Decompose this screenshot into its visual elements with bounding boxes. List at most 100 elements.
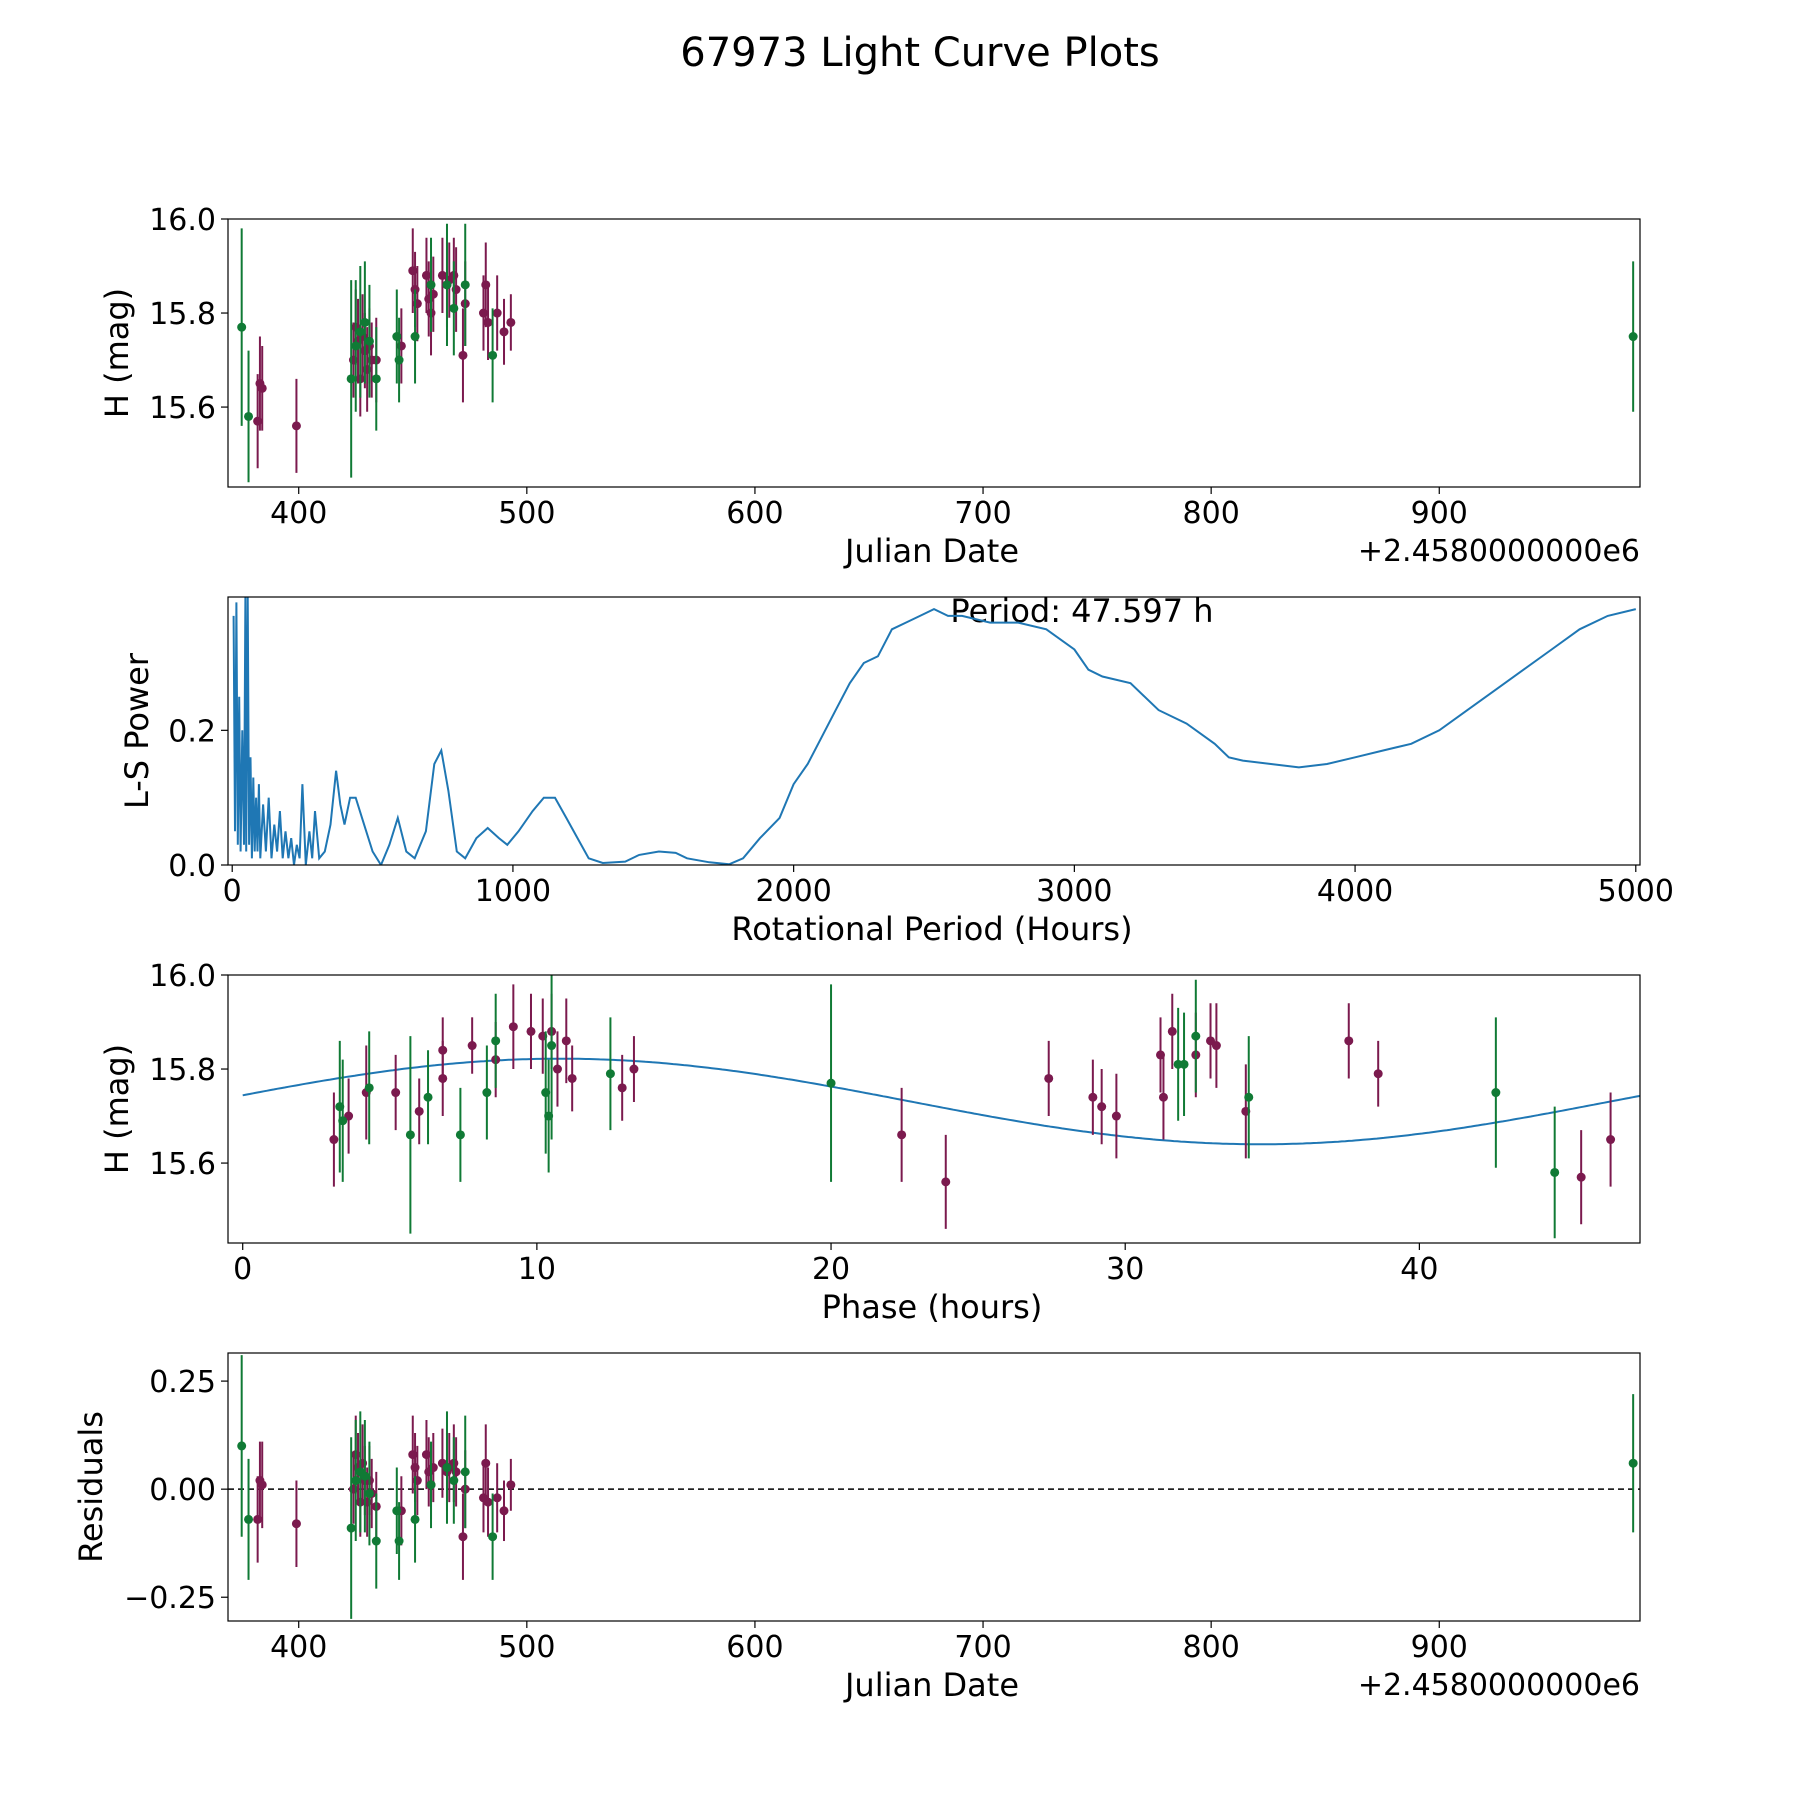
residuals-point bbox=[351, 1476, 361, 1486]
lightcurve-point bbox=[506, 317, 516, 327]
phased-plot-area bbox=[242, 975, 1640, 1239]
residuals-point bbox=[426, 1480, 436, 1490]
lightcurve-point bbox=[364, 336, 374, 346]
lightcurve-point bbox=[426, 280, 436, 290]
phased-point bbox=[438, 1045, 448, 1055]
lightcurve-xtick-label: 500 bbox=[498, 496, 555, 531]
lightcurve-point bbox=[371, 374, 381, 384]
phased-point bbox=[1606, 1135, 1616, 1145]
periodogram-panel: Rotational Period (Hours) L-S Power Peri… bbox=[118, 592, 1674, 948]
phased-ytick-label: 16.0 bbox=[149, 959, 216, 994]
residuals-xlabel: Julian Date bbox=[843, 1666, 1019, 1704]
phased-point bbox=[482, 1088, 492, 1098]
phased-model-curve bbox=[242, 1057, 1640, 1146]
lightcurve-point bbox=[237, 322, 247, 332]
phased-point bbox=[1158, 1092, 1168, 1102]
periodogram-xlabel: Rotational Period (Hours) bbox=[731, 910, 1132, 948]
phased-frame bbox=[227, 974, 1641, 1244]
residuals-point bbox=[291, 1519, 301, 1529]
residuals-point bbox=[346, 1523, 356, 1533]
residuals-xtick-label: 900 bbox=[1411, 1630, 1468, 1665]
periodogram-xtick-label: 1000 bbox=[475, 874, 551, 909]
lightcurve-point bbox=[442, 280, 452, 290]
periodogram-xtick-label: 3000 bbox=[1036, 874, 1112, 909]
phased-point bbox=[1576, 1172, 1586, 1182]
phased-point bbox=[414, 1106, 424, 1116]
phased-ylabel: H (mag) bbox=[98, 1044, 136, 1174]
residuals-point bbox=[483, 1497, 493, 1507]
residuals-point bbox=[458, 1532, 468, 1542]
figure-title: 67973 Light Curve Plots bbox=[680, 30, 1159, 76]
lightcurve-point bbox=[492, 308, 502, 318]
residuals-xtick-label: 700 bbox=[954, 1630, 1011, 1665]
lightcurve-point bbox=[346, 374, 356, 384]
phased-point bbox=[1179, 1059, 1189, 1069]
phased-xtick-label: 30 bbox=[1106, 1252, 1144, 1287]
phased-ytick-label: 15.8 bbox=[149, 1053, 216, 1088]
residuals-ytick-label: −0.25 bbox=[124, 1581, 216, 1616]
phased-point bbox=[552, 1064, 562, 1074]
residuals-point bbox=[488, 1532, 498, 1542]
lightcurve-xtick-label: 400 bbox=[270, 496, 327, 531]
lightcurve-panel: Julian Date H (mag) +2.4580000000e6 400 5… bbox=[98, 203, 1641, 570]
residuals-point bbox=[449, 1476, 459, 1486]
phased-point bbox=[941, 1177, 951, 1187]
phased-point bbox=[423, 1092, 433, 1102]
residuals-point bbox=[410, 1514, 420, 1524]
lightcurve-plot-area bbox=[237, 223, 1638, 483]
phased-point bbox=[364, 1083, 374, 1093]
lightcurve-offset-text: +2.4580000000e6 bbox=[1358, 534, 1640, 569]
periodogram-xtick-label: 0 bbox=[223, 874, 242, 909]
phased-point bbox=[526, 1026, 536, 1036]
phased-ytick-label: 15.6 bbox=[149, 1147, 216, 1182]
phased-xtick-label: 20 bbox=[812, 1252, 850, 1287]
residuals-xtick-label: 500 bbox=[498, 1630, 555, 1665]
phased-xtick-label: 0 bbox=[233, 1252, 252, 1287]
periodogram-frame bbox=[227, 596, 1641, 866]
lightcurve-point bbox=[1628, 332, 1638, 342]
lightcurve-point bbox=[488, 350, 498, 360]
residuals-xtick-label: 400 bbox=[270, 1630, 327, 1665]
lightcurve-point bbox=[458, 350, 468, 360]
lightcurve-point bbox=[244, 411, 254, 421]
residuals-point bbox=[364, 1488, 374, 1498]
periodogram-ytick-label: 0.2 bbox=[168, 714, 216, 749]
residuals-point bbox=[1628, 1458, 1638, 1468]
lightcurve-point bbox=[291, 421, 301, 431]
lightcurve-frame bbox=[227, 218, 1641, 488]
phased-point bbox=[826, 1078, 836, 1088]
residuals-panel: Julian Date Residuals +2.4580000000e6 40… bbox=[72, 1352, 1641, 1704]
lightcurve-xtick-label: 600 bbox=[726, 496, 783, 531]
residuals-xtick-label: 800 bbox=[1183, 1630, 1240, 1665]
phased-point bbox=[1373, 1069, 1383, 1079]
periodogram-annotation: Period: 47.597 h bbox=[950, 592, 1213, 630]
phased-point bbox=[1097, 1102, 1107, 1112]
residuals-point bbox=[257, 1480, 267, 1490]
lightcurve-ylabel: H (mag) bbox=[98, 288, 136, 418]
residuals-offset-text: +2.4580000000e6 bbox=[1358, 1668, 1640, 1703]
periodogram-plot-area bbox=[232, 597, 1637, 865]
lightcurve-point bbox=[449, 303, 459, 313]
lightcurve-xtick-label: 900 bbox=[1411, 496, 1468, 531]
lightcurve-point bbox=[257, 383, 267, 393]
lightcurve-ytick-label: 16.0 bbox=[149, 203, 216, 238]
phased-point bbox=[897, 1130, 907, 1140]
phased-point bbox=[1211, 1041, 1221, 1051]
lightcurve-ytick-label: 15.8 bbox=[149, 297, 216, 332]
phased-point bbox=[1167, 1026, 1177, 1036]
residuals-point bbox=[244, 1514, 254, 1524]
phased-xlabel: Phase (hours) bbox=[822, 1288, 1043, 1326]
periodogram-xtick-label: 5000 bbox=[1598, 874, 1674, 909]
residuals-xtick-label: 600 bbox=[726, 1630, 783, 1665]
lightcurve-point bbox=[483, 317, 493, 327]
phased-point bbox=[561, 1036, 571, 1046]
periodogram-xtick-label: 2000 bbox=[755, 874, 831, 909]
lightcurve-point bbox=[351, 341, 361, 351]
lightcurve-point bbox=[394, 355, 404, 365]
residuals-point bbox=[360, 1471, 370, 1481]
phased-point bbox=[491, 1036, 501, 1046]
residuals-point bbox=[492, 1493, 502, 1503]
lightcurve-xlabel: Julian Date bbox=[843, 532, 1019, 570]
